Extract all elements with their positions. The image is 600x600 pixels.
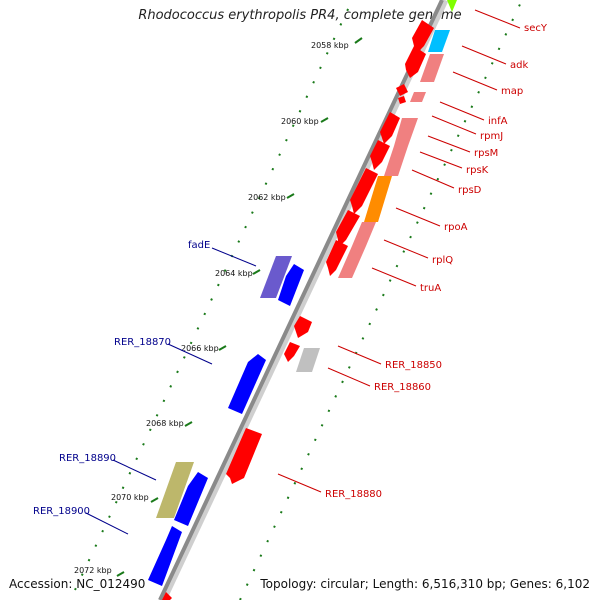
gene-arrow-map[interactable] <box>405 46 426 78</box>
gene-label-map[interactable]: map <box>501 86 523 97</box>
gene-arrow-RER_18900[interactable] <box>148 526 182 586</box>
cog-box-rplQ[interactable] <box>352 222 376 246</box>
gene-arrow-rpsK[interactable] <box>370 140 390 170</box>
tick-label: 2060 kbp <box>281 117 319 126</box>
gene-arrow-fadE[interactable] <box>278 264 304 306</box>
gene-label-infA[interactable]: infA <box>488 116 508 127</box>
gene-label-rpsM[interactable]: rpsM <box>474 148 498 159</box>
gene-arrow-rpsM[interactable] <box>380 112 400 144</box>
cog-box-map[interactable] <box>420 54 444 82</box>
forward-labels: secY adk map infA rpmJ rpsM rpsK rpsD rp… <box>277 9 548 500</box>
cog-box-infA[interactable] <box>410 92 426 102</box>
gene-arrow-rpoA[interactable] <box>336 210 360 248</box>
gene-label-RER_18860[interactable]: RER_18860 <box>374 382 431 393</box>
gene-arrow-RER_18850-b[interactable] <box>284 342 300 362</box>
gene-label-rplQ[interactable]: rplQ <box>432 255 453 266</box>
genome-backbone <box>158 0 444 600</box>
gene-arrow-RER_18880[interactable] <box>226 428 262 484</box>
tick-mark <box>218 345 227 351</box>
tick-label: 2070 kbp <box>111 493 149 502</box>
cog-box-RER_18890[interactable] <box>156 462 194 518</box>
gene-label-adk[interactable]: adk <box>510 60 528 71</box>
reverse-genes <box>148 256 304 586</box>
tick-label: 2058 kbp <box>311 41 349 50</box>
gene-label-rpsD[interactable]: rpsD <box>458 185 482 196</box>
gene-arrow-rpmJ[interactable] <box>398 96 406 104</box>
gene-label-RER_18880[interactable]: RER_18880 <box>325 489 382 500</box>
tick-mark <box>320 117 329 123</box>
gene-label-rpoA[interactable]: rpoA <box>444 222 468 233</box>
gene-arrow-secY[interactable] <box>447 0 457 12</box>
tick-label: 2064 kbp <box>215 269 253 278</box>
cog-box-adk[interactable] <box>428 30 450 52</box>
gene-arrow-RER_18890[interactable] <box>174 472 208 526</box>
gene-label-rpmJ[interactable]: rpmJ <box>480 131 503 142</box>
genome-backbone-shadow <box>159 0 449 600</box>
map-title: Rhodococcus erythropolis PR4, complete g… <box>138 8 462 23</box>
tick-label: 2068 kbp <box>146 419 184 428</box>
cog-box-rpoA[interactable] <box>364 176 392 222</box>
tick-label: 2066 kbp <box>181 344 219 353</box>
cog-box-fadE[interactable] <box>260 256 292 298</box>
gene-arrow-bottom[interactable] <box>162 592 172 600</box>
accession-label: Accession: NC_012490 <box>9 577 146 591</box>
gene-label-fadE[interactable]: fadE <box>188 240 210 251</box>
cog-box-RER_18860[interactable] <box>296 348 320 372</box>
tick-mark <box>252 269 261 275</box>
gene-label-secY[interactable]: secY <box>524 23 548 34</box>
gene-label-RER_18850[interactable]: RER_18850 <box>385 360 442 371</box>
reverse-labels: fadE RER_18870 RER_18890 RER_18900 <box>33 240 257 535</box>
gene-label-RER_18900[interactable]: RER_18900 <box>33 506 90 517</box>
gene-arrow-adk[interactable] <box>412 20 434 54</box>
gene-label-RER_18890[interactable]: RER_18890 <box>59 453 116 464</box>
gene-label-rpsK[interactable]: rpsK <box>466 165 489 176</box>
tick-label: 2072 kbp <box>74 566 112 575</box>
gene-label-truA[interactable]: truA <box>420 283 441 294</box>
tick-mark <box>286 193 295 199</box>
gene-arrow-rpsD[interactable] <box>350 168 378 214</box>
gene-arrow-infA[interactable] <box>396 84 408 96</box>
gene-label-RER_18870[interactable]: RER_18870 <box>114 337 171 348</box>
gene-arrow-RER_18870[interactable] <box>228 354 266 414</box>
tick-mark <box>184 421 193 427</box>
forward-genes <box>162 0 457 600</box>
tick-mark <box>150 497 159 503</box>
tick-mark <box>116 571 125 577</box>
gene-arrow-RER_18850-a[interactable] <box>294 316 312 338</box>
tick-label: 2062 kbp <box>248 193 286 202</box>
tick-marks: 2058 kbp 2060 kbp 2062 kbp 2064 kbp 2066… <box>74 37 363 577</box>
gene-arrow-rplQ[interactable] <box>326 240 348 276</box>
cog-box-truA[interactable] <box>338 246 366 278</box>
cog-box-rpsM[interactable] <box>394 118 418 146</box>
topology-label: Topology: circular; Length: 6,516,310 bp… <box>260 577 590 591</box>
tick-mark <box>354 37 363 44</box>
cog-box-rpsK[interactable] <box>384 146 408 176</box>
